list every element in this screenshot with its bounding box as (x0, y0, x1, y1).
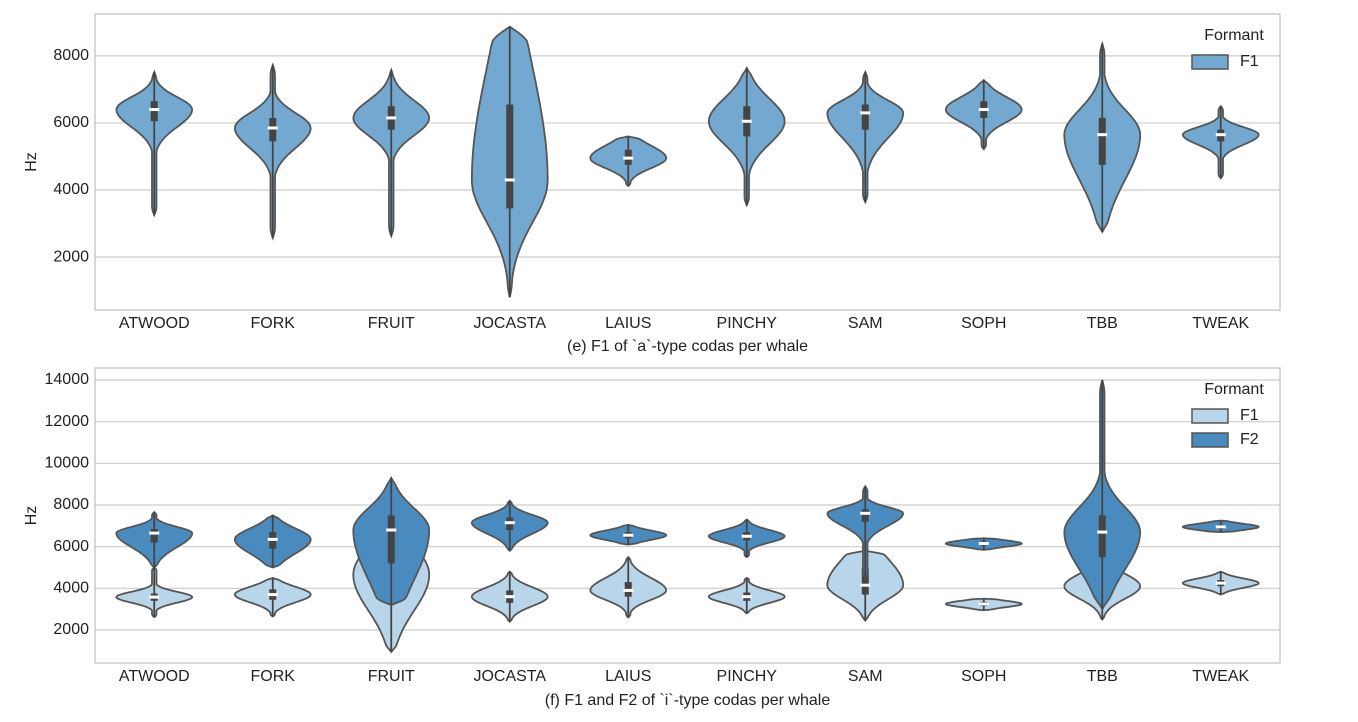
x-tick-label: FORK (251, 668, 296, 685)
y-tick-label: 6000 (53, 538, 89, 555)
median (741, 534, 752, 538)
x-tick-label: PINCHY (717, 668, 778, 685)
x-tick-label: TBB (1087, 668, 1118, 685)
x-tick-label: LAIUS (605, 315, 651, 332)
x-tick-label: TWEAK (1192, 668, 1249, 685)
median (504, 595, 515, 599)
x-tick-label: ATWOOD (119, 315, 190, 332)
x-tick-label: TWEAK (1192, 315, 1249, 332)
legend-swatch (1191, 432, 1229, 448)
y-tick-label: 10000 (45, 455, 90, 472)
median (1215, 525, 1226, 529)
legend-label: F2 (1240, 431, 1259, 448)
x-axis-label: (f) F1 and F2 of `i`-type codas per whal… (545, 692, 831, 709)
y-tick-label: 8000 (53, 496, 89, 513)
x-axis-label: (e) F1 of `a`-type codas per whale (567, 338, 808, 355)
x-tick-label: SOPH (961, 668, 1006, 685)
median (860, 583, 871, 587)
x-tick-label: SOPH (961, 315, 1006, 332)
median (504, 521, 515, 525)
legend-title: Formant (1204, 381, 1264, 398)
median (978, 108, 989, 112)
y-tick-label: 12000 (45, 413, 90, 430)
x-tick-label: SAM (848, 315, 883, 332)
y-axis-label: Hz (23, 506, 40, 526)
median (504, 178, 515, 182)
x-tick-label: FORK (251, 315, 296, 332)
median (267, 126, 278, 130)
plot-area (94, 13, 1281, 311)
median (741, 595, 752, 599)
median (267, 537, 278, 541)
x-tick-label: TBB (1087, 315, 1118, 332)
x-tick-label: JOCASTA (473, 668, 546, 685)
x-tick-label: FRUIT (368, 315, 415, 332)
x-tick-label: PINCHY (717, 315, 778, 332)
median (741, 119, 752, 123)
median (267, 593, 278, 597)
median (978, 542, 989, 546)
median (860, 511, 871, 515)
median (1097, 530, 1108, 534)
y-tick-label: 6000 (53, 114, 89, 131)
median (623, 533, 634, 537)
median (623, 156, 634, 160)
y-tick-label: 2000 (53, 621, 89, 638)
median (149, 531, 160, 535)
median (386, 528, 397, 532)
legend-title: Formant (1204, 27, 1264, 44)
median (623, 588, 634, 592)
median (386, 116, 397, 120)
median (1215, 581, 1226, 585)
y-tick-label: 4000 (53, 580, 89, 597)
x-tick-label: LAIUS (605, 668, 651, 685)
y-axis-label: Hz (23, 152, 40, 172)
y-tick-label: 4000 (53, 181, 89, 198)
legend-swatch (1191, 408, 1229, 424)
x-tick-label: ATWOOD (119, 668, 190, 685)
median (149, 108, 160, 112)
median (860, 111, 871, 115)
legend-label: F1 (1240, 407, 1259, 424)
median (1097, 133, 1108, 137)
median (149, 595, 160, 599)
y-tick-label: 2000 (53, 248, 89, 265)
legend-label: F1 (1240, 53, 1259, 70)
legend-swatch (1191, 54, 1229, 70)
plot-area (94, 367, 1281, 664)
x-tick-label: SAM (848, 668, 883, 685)
x-tick-label: FRUIT (368, 668, 415, 685)
median (978, 602, 989, 606)
y-tick-label: 14000 (45, 371, 90, 388)
x-tick-label: JOCASTA (473, 315, 546, 332)
y-tick-label: 8000 (53, 47, 89, 64)
median (1215, 133, 1226, 137)
